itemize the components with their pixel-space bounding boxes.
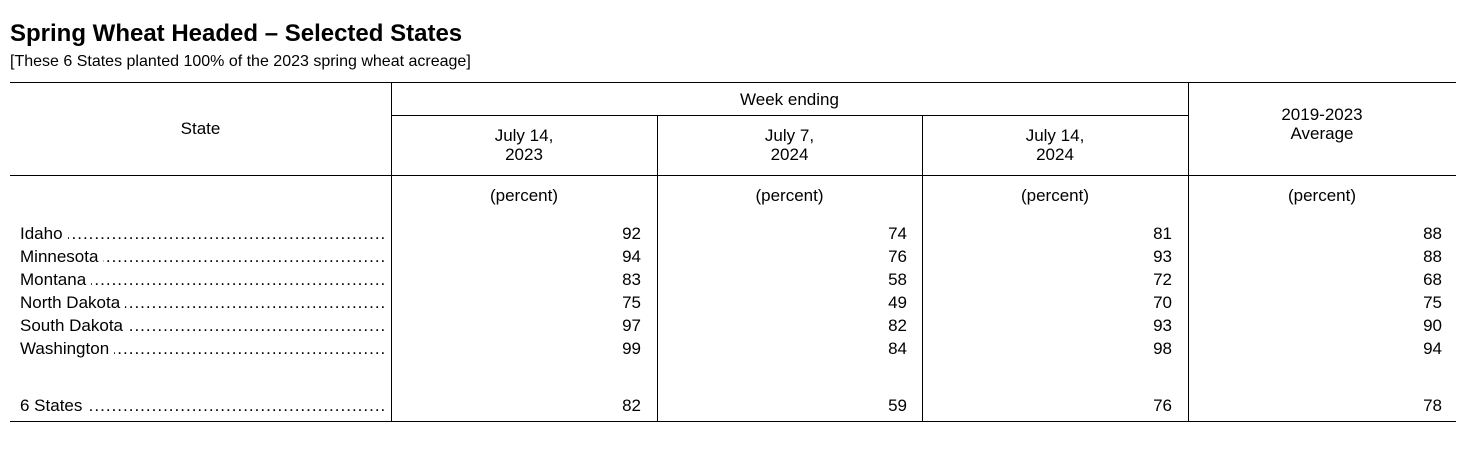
total-row-label: 6 States bbox=[20, 396, 384, 416]
row-label: Minnesota bbox=[20, 247, 384, 267]
row-label: North Dakota bbox=[20, 293, 384, 313]
col-header-2-line1: July 7, bbox=[764, 126, 815, 145]
col-header-1-line2: 2023 bbox=[505, 145, 543, 164]
table-cell: 68 bbox=[1423, 270, 1442, 289]
table-cell: 84 bbox=[888, 339, 907, 358]
week-ending-rule bbox=[391, 115, 1188, 116]
page-subtitle: [These 6 States planted 100% of the 2023… bbox=[10, 53, 471, 70]
table-cell: 93 bbox=[1153, 247, 1172, 266]
table-cell: 81 bbox=[1153, 224, 1172, 243]
table-cell: 88 bbox=[1423, 224, 1442, 243]
table-cell: 82 bbox=[888, 316, 907, 335]
table-cell: 76 bbox=[888, 247, 907, 266]
row-label: Montana bbox=[20, 270, 384, 290]
table-bottom-rule bbox=[10, 421, 1456, 422]
table-cell: 92 bbox=[622, 224, 641, 243]
week-ending-header: Week ending bbox=[740, 90, 839, 109]
table-cell: 83 bbox=[622, 270, 641, 289]
unit-label-1: (percent) bbox=[489, 186, 559, 205]
table-cell: 75 bbox=[622, 293, 641, 312]
table-cell: 78 bbox=[1423, 396, 1442, 415]
table-cell: 93 bbox=[1153, 316, 1172, 335]
column-divider-3 bbox=[922, 115, 923, 421]
table-cell: 58 bbox=[888, 270, 907, 289]
table-cell: 90 bbox=[1423, 316, 1442, 335]
table-cell: 99 bbox=[622, 339, 641, 358]
row-label: Washington bbox=[20, 339, 384, 359]
table-cell: 74 bbox=[888, 224, 907, 243]
row-label: Idaho bbox=[20, 224, 384, 244]
table-cell: 76 bbox=[1153, 396, 1172, 415]
table-cell: 72 bbox=[1153, 270, 1172, 289]
col-header-3-line1: July 14, bbox=[1025, 126, 1085, 145]
unit-label-3: (percent) bbox=[1020, 186, 1090, 205]
page-title: Spring Wheat Headed – Selected States bbox=[10, 20, 463, 47]
row-label: South Dakota bbox=[20, 316, 384, 336]
table-top-rule bbox=[10, 82, 1456, 83]
table-cell: 70 bbox=[1153, 293, 1172, 312]
table-cell: 75 bbox=[1423, 293, 1442, 312]
state-column-header: State bbox=[180, 119, 221, 138]
header-bottom-rule bbox=[10, 175, 1456, 176]
col-header-4-line1: 2019-2023 bbox=[1281, 105, 1363, 124]
column-divider-2 bbox=[657, 115, 658, 421]
table-cell: 97 bbox=[622, 316, 641, 335]
column-divider-1 bbox=[391, 82, 392, 421]
col-header-1-line1: July 14, bbox=[494, 126, 554, 145]
col-header-2-line2: 2024 bbox=[770, 145, 809, 164]
col-header-3-line2: 2024 bbox=[1036, 145, 1074, 164]
column-divider-4 bbox=[1188, 82, 1189, 421]
unit-label-2: (percent) bbox=[755, 186, 824, 205]
table-cell: 94 bbox=[1423, 339, 1442, 358]
table-cell: 98 bbox=[1153, 339, 1172, 358]
table-cell: 88 bbox=[1423, 247, 1442, 266]
table-cell: 82 bbox=[622, 396, 641, 415]
table-cell: 94 bbox=[622, 247, 641, 266]
col-header-4-line2: Average bbox=[1290, 124, 1354, 143]
table-cell: 59 bbox=[888, 396, 907, 415]
unit-label-4: (percent) bbox=[1287, 186, 1357, 205]
table-cell: 49 bbox=[888, 293, 907, 312]
